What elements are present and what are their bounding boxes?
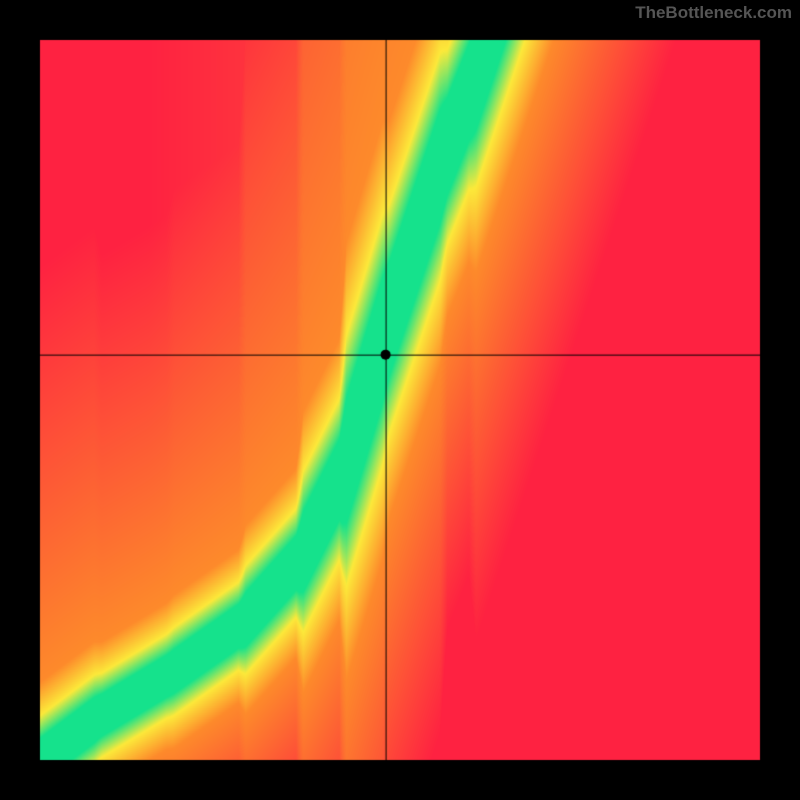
- bottleneck-heatmap: [0, 0, 800, 800]
- attribution-label: TheBottleneck.com: [635, 3, 792, 23]
- chart-container: TheBottleneck.com: [0, 0, 800, 800]
